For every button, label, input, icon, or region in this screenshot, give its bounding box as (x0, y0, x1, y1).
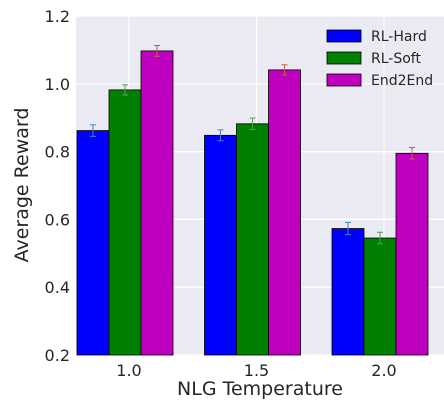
bar-rl-hard-1.5 (204, 134, 237, 356)
y-tick-label: 0.2 (45, 346, 70, 365)
bar-end2end-1.0 (140, 50, 174, 356)
x-axis-label: NLG Temperature (177, 378, 343, 400)
legend-swatch-end2end (326, 73, 362, 87)
bar-rl-soft-1.0 (108, 89, 142, 356)
bar-rl-hard-2.0 (331, 228, 365, 356)
legend-label-rl-soft: RL-Soft (371, 51, 421, 67)
x-tick-labels: 1.0 1.5 2.0 (116, 361, 396, 380)
y-tick-labels: 0.2 0.4 0.6 0.8 1.0 1.2 (45, 7, 70, 365)
bar-rl-soft-2.0 (363, 237, 397, 356)
y-tick-label: 0.8 (45, 143, 70, 162)
error-bars-group (90, 44, 415, 245)
bar-end2end-2.0 (395, 152, 429, 356)
y-tick-label: 1.0 (45, 75, 70, 94)
y-axis-label: Average Reward (11, 108, 33, 263)
legend-label-end2end: End2End (371, 73, 433, 89)
legend: RL-Hard RL-Soft End2End (326, 29, 433, 89)
legend-label-rl-hard: RL-Hard (371, 29, 427, 45)
bar-end2end-1.5 (268, 69, 301, 356)
bar-rl-hard-1.0 (76, 130, 110, 356)
bars-group (76, 50, 429, 356)
y-tick-label: 0.4 (45, 278, 70, 297)
legend-swatch-rl-soft (326, 51, 362, 65)
legend-swatch-rl-hard (326, 29, 362, 43)
y-tick-label: 1.2 (45, 7, 70, 26)
bar-rl-soft-1.5 (236, 123, 269, 356)
x-tick-label: 1.5 (244, 361, 269, 380)
x-tick-label: 1.0 (116, 361, 141, 380)
x-tick-label: 2.0 (371, 361, 396, 380)
y-tick-label: 0.6 (45, 210, 70, 229)
